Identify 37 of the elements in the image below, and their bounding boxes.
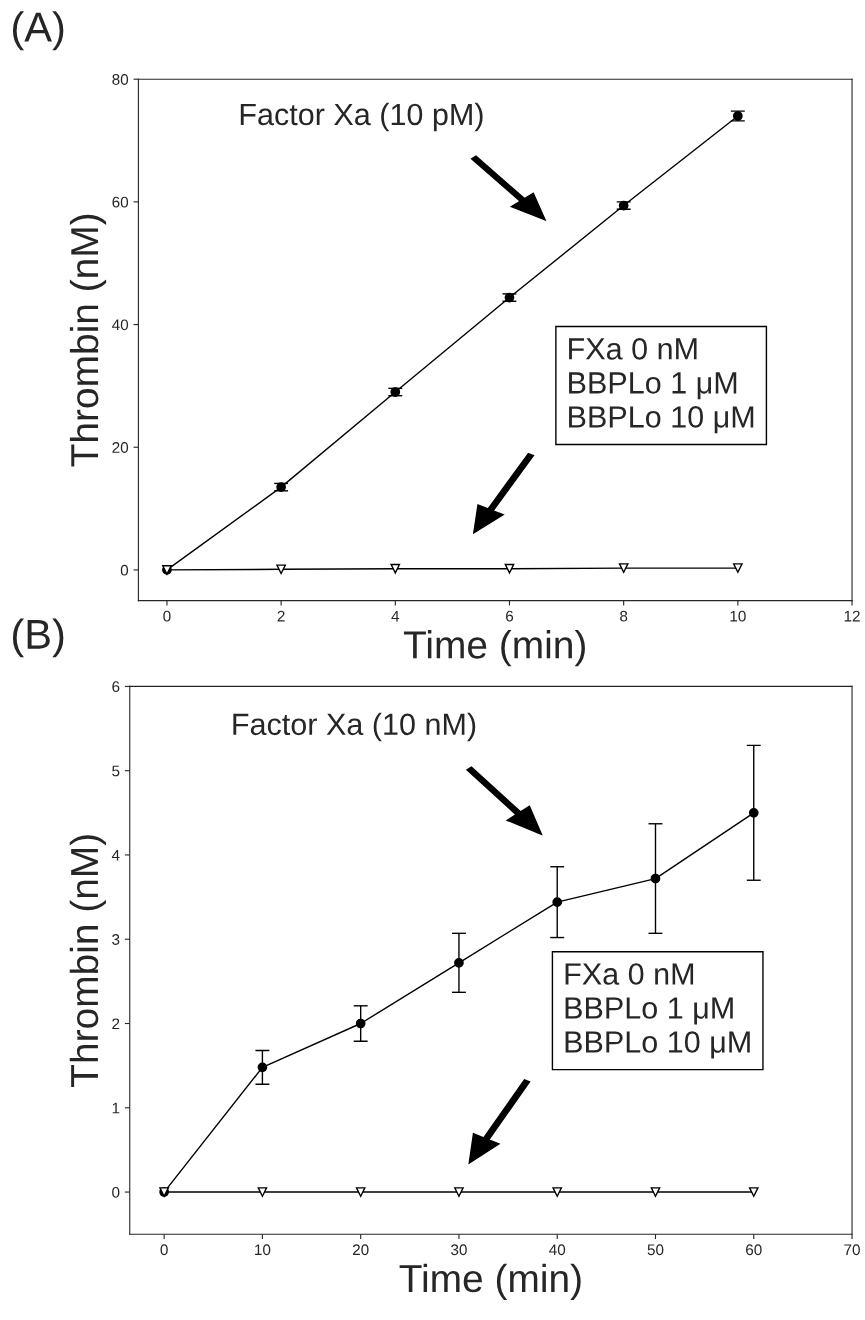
x-tick-label: 0 bbox=[160, 1244, 168, 1256]
y-tick-label: 5 bbox=[112, 765, 120, 777]
y-tick-label: 40 bbox=[112, 319, 129, 331]
x-tick-label: 10 bbox=[730, 610, 746, 622]
y-tick-label: 60 bbox=[112, 196, 129, 208]
y-tick-label: 4 bbox=[111, 849, 120, 861]
y-tick-label: 0 bbox=[112, 1186, 120, 1198]
x-tick-label: 40 bbox=[549, 1244, 566, 1256]
y-tick-label: 3 bbox=[112, 934, 120, 945]
x-tick-label: 8 bbox=[620, 610, 628, 622]
annotation: Factor Xa (10 nM) bbox=[233, 712, 476, 742]
x-axis-title: Time (min) bbox=[399, 1263, 581, 1300]
x-axis-title: Time (min) bbox=[403, 630, 585, 667]
y-tick-label: 2 bbox=[112, 1018, 120, 1030]
y-tick-label: 6 bbox=[112, 681, 120, 693]
x-tick-label: 70 bbox=[844, 1244, 860, 1256]
x-tick-label: 4 bbox=[391, 610, 400, 622]
y-axis-title: Thrombin (nM) bbox=[69, 835, 106, 1087]
x-tick-label: 0 bbox=[163, 610, 171, 622]
x-tick-label: 60 bbox=[746, 1244, 762, 1256]
y-tick-label: 0 bbox=[120, 564, 129, 576]
annotation: FXa 0 nM BBPLo 1 μM BBPLo 10 μM bbox=[565, 963, 750, 1059]
x-tick-label: 30 bbox=[451, 1244, 467, 1256]
x-tick-label: 6 bbox=[506, 610, 514, 622]
chart-title: (A) bbox=[12, 11, 64, 51]
x-tick-label: 20 bbox=[352, 1244, 369, 1256]
annotation: Factor Xa (10 pM) bbox=[240, 102, 483, 132]
x-tick-label: 10 bbox=[255, 1244, 271, 1256]
x-tick-label: 12 bbox=[844, 610, 860, 622]
y-tick-label: 20 bbox=[112, 442, 129, 453]
y-tick-label: 80 bbox=[112, 74, 129, 85]
x-tick-label: 2 bbox=[277, 610, 285, 622]
chart-title: (B) bbox=[12, 618, 64, 658]
annotation: FXa 0 nM BBPLo 1 μM BBPLo 10 μM bbox=[569, 338, 754, 434]
x-tick-label: 50 bbox=[647, 1244, 664, 1256]
y-axis-title: Thrombin (nM) bbox=[69, 214, 107, 467]
y-tick-label: 1 bbox=[112, 1102, 120, 1114]
